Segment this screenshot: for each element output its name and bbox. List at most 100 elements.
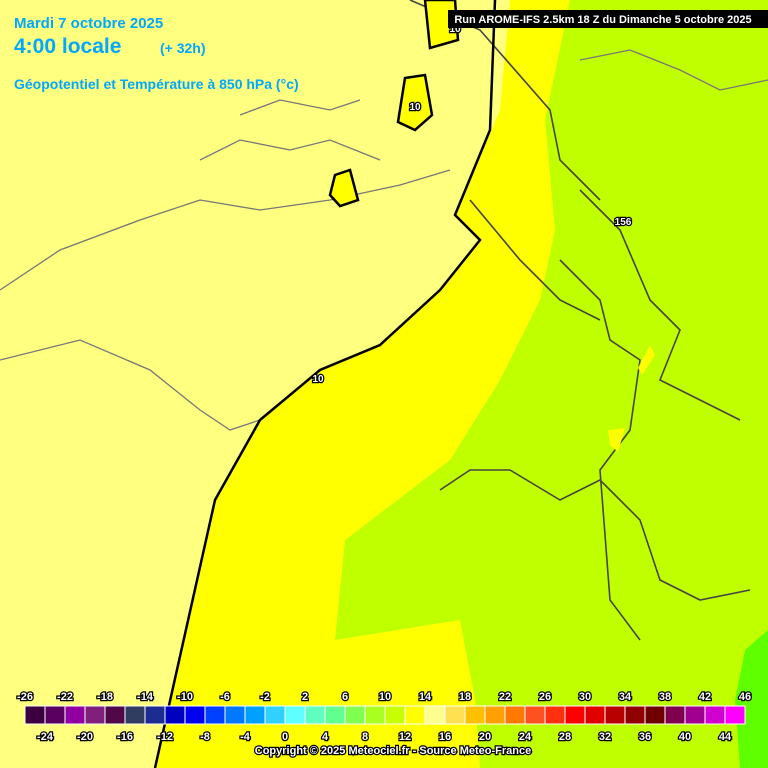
- contour: [153, 0, 497, 768]
- legend-tick-label: -4: [240, 731, 251, 743]
- legend-tick-label: -2: [260, 691, 270, 703]
- legend-swatch: [284, 705, 306, 725]
- legend-swatch: [524, 705, 546, 725]
- legend-tick-label: 32: [599, 731, 611, 743]
- legend-swatch: [124, 705, 146, 725]
- border: [0, 339, 261, 431]
- legend-swatch: [104, 705, 126, 725]
- legend-swatch: [84, 705, 106, 725]
- legend-swatch: [564, 705, 586, 725]
- border: [439, 469, 751, 601]
- legend-swatch: [444, 705, 466, 725]
- legend-tick-label: 40: [679, 731, 691, 743]
- run: Run AROME-IFS 2.5km 18 Z du Dimanche 5 o…: [454, 14, 751, 26]
- legend-tick-label: -20: [77, 731, 93, 743]
- legend-swatch: [424, 705, 446, 725]
- legend-swatch: [624, 705, 646, 725]
- legend-swatch: [384, 705, 406, 725]
- legend-tick-label: 42: [699, 691, 711, 703]
- legend-tick-label: 34: [619, 691, 632, 703]
- legend-swatch: [24, 705, 46, 725]
- legend-tick-label: -14: [137, 691, 154, 703]
- legend-tick-label: -6: [220, 691, 230, 703]
- legend-tick-label: 12: [399, 731, 411, 743]
- legend-swatch: [684, 705, 706, 725]
- coast: [239, 99, 361, 116]
- copyright: Copyright © 2025 Meteociel.fr - Source M…: [255, 745, 531, 757]
- contour-label: 156: [615, 217, 632, 228]
- legend-tick-label: -18: [97, 691, 113, 703]
- legend-swatch: [504, 705, 526, 725]
- legend-swatch: [64, 705, 86, 725]
- legend-tick-label: 28: [559, 731, 571, 743]
- legend-tick-label: -10: [177, 691, 193, 703]
- legend-tick-label: -22: [57, 691, 73, 703]
- legend-swatch: [144, 705, 166, 725]
- border: [579, 189, 741, 421]
- legend-swatch: [344, 705, 366, 725]
- legend-swatch: [724, 705, 746, 725]
- field: Géopotentiel et Température à 850 hPa (°…: [14, 76, 299, 92]
- legend-tick-label: 24: [519, 731, 532, 743]
- legend-tick-label: 6: [342, 691, 348, 703]
- legend-swatch: [164, 705, 186, 725]
- legend-swatch: [604, 705, 626, 725]
- contour-island: [396, 73, 434, 132]
- legend-swatch: [224, 705, 246, 725]
- legend-tick-label: 26: [539, 691, 551, 703]
- time: 4:00 locale: [14, 35, 121, 58]
- contour-label: 10: [312, 374, 324, 385]
- border: [559, 259, 641, 641]
- legend-swatch: [544, 705, 566, 725]
- green-zone: [335, 0, 768, 768]
- legend-tick-label: -8: [200, 731, 210, 743]
- legend-tick-label: 44: [719, 731, 732, 743]
- legend-swatch: [644, 705, 666, 725]
- legend-tick-label: 22: [499, 691, 511, 703]
- bright-green-zone: [735, 630, 768, 768]
- coast: [0, 169, 451, 291]
- legend-tick-label: -26: [17, 691, 33, 703]
- legend-swatch: [704, 705, 726, 725]
- legend-tick-label: 0: [282, 731, 288, 743]
- legend-swatch: [364, 705, 386, 725]
- legend-swatch: [244, 705, 266, 725]
- legend-tick-label: 38: [659, 691, 671, 703]
- yellow-patch: [608, 428, 625, 452]
- run-box: [448, 10, 768, 28]
- legend-tick-label: 16: [439, 731, 451, 743]
- date: Mardi 7 octobre 2025: [14, 15, 163, 32]
- coast: [199, 139, 381, 161]
- legend-tick-label: 2: [302, 691, 308, 703]
- legend-swatch: [484, 705, 506, 725]
- legend-tick-label: 4: [322, 731, 329, 743]
- legend-swatch: [464, 705, 486, 725]
- legend-swatch: [404, 705, 426, 725]
- legend-tick-label: 10: [379, 691, 391, 703]
- legend-tick-label: -24: [37, 731, 54, 743]
- legend-swatch: [264, 705, 286, 725]
- legend-tick-label: -16: [117, 731, 133, 743]
- border: [469, 199, 601, 321]
- legend-swatch: [584, 705, 606, 725]
- legend-swatch: [304, 705, 326, 725]
- legend-tick-label: 36: [639, 731, 651, 743]
- border: [579, 49, 768, 91]
- legend-tick-label: -12: [157, 731, 173, 743]
- legend-swatch: [184, 705, 206, 725]
- lead: (+ 32h): [160, 40, 206, 56]
- legend-tick-label: 30: [579, 691, 591, 703]
- legend-tick-label: 18: [459, 691, 471, 703]
- contour-island: [328, 168, 360, 208]
- legend: -26-24-22-20-18-16-14-12-10-8-6-4-202468…: [16, 690, 753, 745]
- yellow-zone: [155, 0, 570, 768]
- legend-tick-label: 20: [479, 731, 491, 743]
- legend-tick-label: 8: [362, 731, 368, 743]
- yellow-patch: [638, 345, 655, 375]
- contour-label: 10: [409, 102, 421, 113]
- legend-swatch: [664, 705, 686, 725]
- legend-tick-label: 14: [419, 691, 432, 703]
- legend-swatch: [204, 705, 226, 725]
- legend-swatch: [324, 705, 346, 725]
